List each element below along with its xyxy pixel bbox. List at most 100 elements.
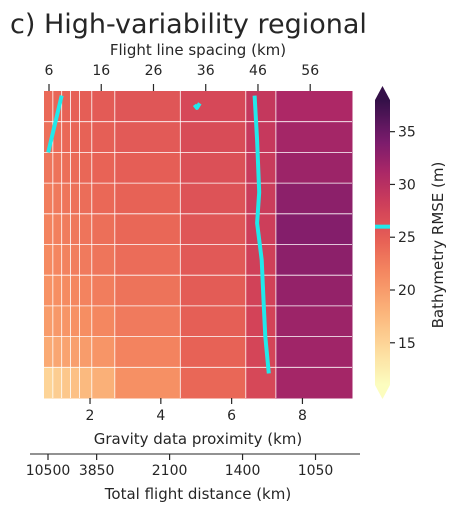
heatmap-cell bbox=[245, 152, 277, 184]
contour-line bbox=[46, 95, 64, 153]
heatmap-cell bbox=[245, 305, 277, 338]
heatmap-cell bbox=[44, 305, 54, 338]
heatmap-cell bbox=[52, 367, 63, 399]
bottom-x-tick-label: 4 bbox=[156, 408, 165, 424]
heatmap-cell bbox=[245, 336, 277, 368]
heatmap-cell bbox=[275, 121, 353, 153]
heatmap-cell bbox=[44, 275, 54, 307]
secondary-bottom-x-axis: 10500 3850 2100 1400 1050 bbox=[26, 453, 360, 479]
colorbar-tick-label: 25 bbox=[398, 230, 416, 246]
heatmap-cell bbox=[275, 152, 353, 184]
heatmap-cell bbox=[114, 275, 181, 307]
colorbar-tick-label: 30 bbox=[398, 177, 416, 193]
heatmap-cell bbox=[70, 91, 80, 123]
heatmap-cell bbox=[180, 275, 247, 307]
heatmap-cell bbox=[91, 91, 116, 123]
heatmap-cell bbox=[114, 183, 181, 215]
heatmap-cell bbox=[44, 213, 54, 245]
contour-line bbox=[252, 95, 271, 374]
heatmap-cell bbox=[91, 244, 116, 276]
heatmap-cell bbox=[114, 244, 181, 276]
colorbar-extend-top bbox=[375, 86, 390, 100]
heatmap-cell bbox=[61, 213, 72, 245]
heatmap-cell bbox=[180, 91, 247, 123]
contour-lines bbox=[46, 95, 271, 374]
heatmap-cell bbox=[61, 244, 72, 276]
secondary-x-tick-label: 2100 bbox=[152, 463, 188, 479]
secondary-bottom-x-axis-label: Total flight distance (km) bbox=[104, 485, 291, 503]
heatmap-cell bbox=[180, 367, 247, 399]
top-x-tick-label: 46 bbox=[249, 63, 267, 79]
heatmap-cell bbox=[79, 91, 93, 123]
heatmap-cell bbox=[114, 305, 181, 338]
heatmap-cell bbox=[61, 121, 72, 153]
heatmap-cell bbox=[91, 152, 116, 184]
heatmap-cell bbox=[180, 213, 247, 245]
bottom-x-tick-label: 8 bbox=[298, 408, 307, 424]
heatmap-cell bbox=[114, 152, 181, 184]
heatmap-cell bbox=[79, 121, 93, 153]
gridlines bbox=[44, 91, 352, 398]
heatmap-cell bbox=[114, 336, 181, 368]
top-x-axis: 6 16 26 36 46 56 bbox=[45, 63, 319, 91]
heatmap-cell bbox=[70, 183, 80, 215]
colorbar-label: Bathymetry RMSE (m) bbox=[429, 162, 447, 329]
heatmap-cell bbox=[70, 121, 80, 153]
heatmap-cell bbox=[61, 305, 72, 338]
heatmap-cell bbox=[70, 367, 80, 399]
heatmap-cell bbox=[114, 91, 181, 123]
heatmap-cell bbox=[61, 367, 72, 399]
heatmap-cell bbox=[79, 336, 93, 368]
heatmap-cell bbox=[114, 213, 181, 245]
heatmap-cell bbox=[245, 367, 277, 399]
bottom-x-tick-label: 2 bbox=[86, 408, 95, 424]
heatmap-cell bbox=[91, 183, 116, 215]
heatmap-cell bbox=[52, 121, 63, 153]
chart-title: c) High-variability regional bbox=[10, 9, 367, 40]
secondary-x-tick-label: 1400 bbox=[225, 463, 261, 479]
heatmap-cell bbox=[180, 244, 247, 276]
heatmap-cell bbox=[180, 305, 247, 338]
heatmap-cell bbox=[44, 367, 54, 399]
heatmap-cell bbox=[180, 121, 247, 153]
heatmap-cell bbox=[52, 152, 63, 184]
heatmap-cell bbox=[70, 336, 80, 368]
heatmap-cell bbox=[245, 91, 277, 123]
heatmap-cell bbox=[79, 244, 93, 276]
heatmap-cell bbox=[70, 213, 80, 245]
heatmap-cell bbox=[44, 336, 54, 368]
heatmap-cell bbox=[44, 183, 54, 215]
heatmap-cell bbox=[275, 91, 353, 123]
heatmap-cell bbox=[61, 91, 72, 123]
heatmap-cell bbox=[52, 183, 63, 215]
colorbar-tick-label: 20 bbox=[398, 283, 416, 299]
colorbar-tick-label: 35 bbox=[398, 125, 416, 141]
heatmap-cell bbox=[44, 121, 54, 153]
heatmap-cell bbox=[44, 152, 54, 184]
colorbar-extend-bottom bbox=[375, 385, 390, 399]
bottom-x-axis-label: Gravity data proximity (km) bbox=[94, 430, 303, 448]
heatmap-cell bbox=[180, 183, 247, 215]
heatmap-cell bbox=[79, 213, 93, 245]
heatmap-cell bbox=[91, 367, 116, 399]
heatmap-cell bbox=[61, 275, 72, 307]
secondary-x-tick-label: 1050 bbox=[298, 463, 334, 479]
top-x-tick-label: 26 bbox=[145, 63, 163, 79]
heatmap-cell bbox=[52, 275, 63, 307]
heatmap-cell bbox=[275, 275, 353, 307]
colorbar-tick-label: 15 bbox=[398, 336, 416, 352]
colorbar-body bbox=[375, 100, 390, 385]
bottom-x-tick-label: 6 bbox=[227, 408, 236, 424]
heatmap-cell bbox=[61, 183, 72, 215]
top-x-tick-label: 6 bbox=[45, 63, 54, 79]
heatmap-cell bbox=[70, 275, 80, 307]
heatmap-cell bbox=[52, 213, 63, 245]
heatmap-cell bbox=[79, 275, 93, 307]
heatmap-cell bbox=[79, 183, 93, 215]
heatmap-cell bbox=[91, 213, 116, 245]
heatmap-cell bbox=[44, 244, 54, 276]
heatmap-cell bbox=[70, 244, 80, 276]
heatmap-cell bbox=[44, 91, 54, 123]
heatmap-cell bbox=[114, 367, 181, 399]
